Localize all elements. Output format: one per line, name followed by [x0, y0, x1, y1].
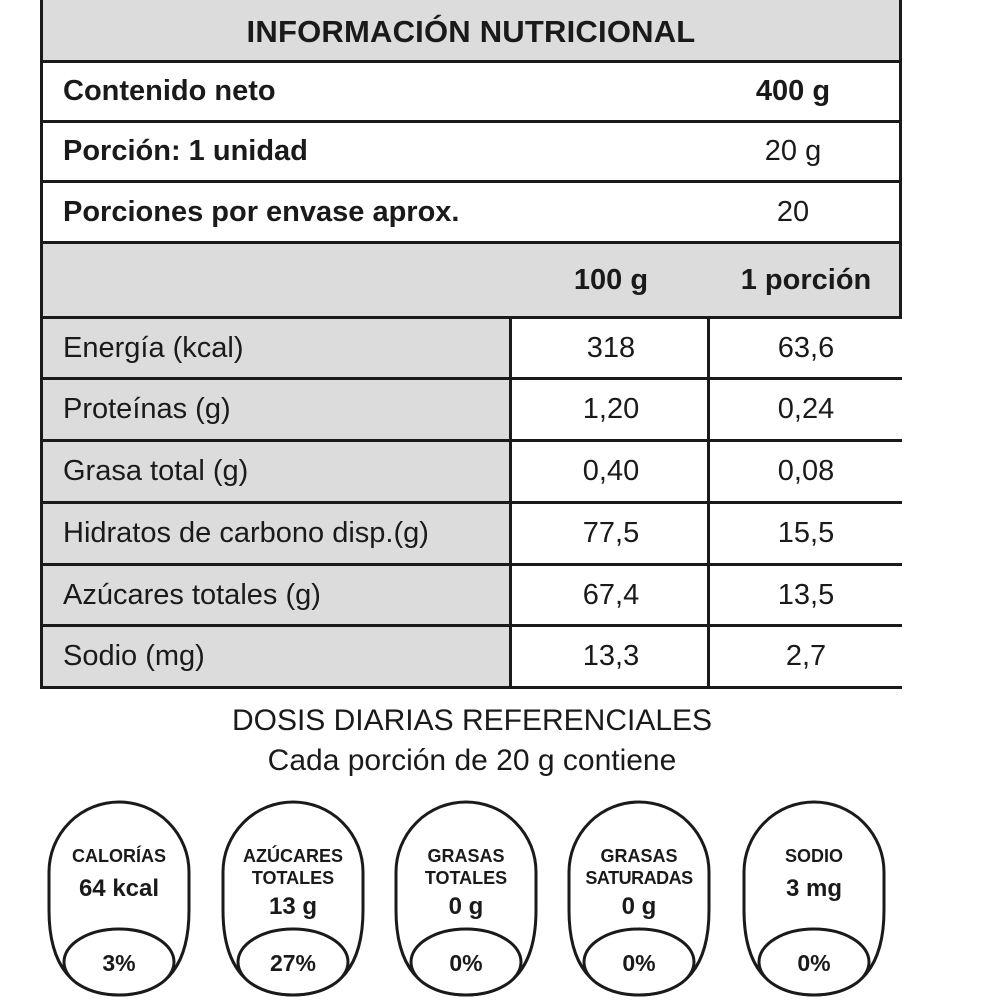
table-row: Hidratos de carbono disp.(g) 77,5 15,5: [43, 504, 902, 566]
badge-total-sugars: AZÚCARES TOTALES 13 g 27%: [220, 800, 366, 997]
nutrient-value-portion: 15,5: [710, 504, 902, 563]
badge-amount: 3 mg: [785, 875, 842, 902]
badge-amount: 64 kcal: [78, 875, 160, 902]
table-row: Proteínas (g) 1,20 0,24: [43, 380, 902, 442]
badge-label: TOTALES: [424, 868, 508, 888]
badge-percent: 27%: [269, 950, 317, 976]
info-label: Porciones por envase aprox.: [63, 195, 460, 228]
info-label: Porción: 1 unidad: [63, 135, 308, 167]
badge-label: AZÚCARES: [242, 846, 343, 866]
badge-label: SATURADAS: [585, 868, 693, 888]
badge-amount: 13 g: [268, 893, 318, 920]
nutrient-value-100g: 1,20: [515, 380, 710, 439]
daily-reference-title: DOSIS DIARIAS REFERENCIALES: [231, 704, 713, 737]
badge-sodium: SODIO 3 mg 0%: [741, 800, 887, 997]
nutrient-value-100g: 318: [515, 319, 710, 377]
info-row-net-content: Contenido neto 400 g: [43, 63, 899, 123]
nutrient-label: Grasa total (g): [43, 442, 512, 501]
badge-percent: 0%: [449, 950, 483, 976]
info-label: Contenido neto: [63, 75, 276, 107]
nutrient-value-portion: 2,7: [710, 627, 902, 686]
badge-total-fats: GRASAS TOTALES 0 g 0%: [393, 800, 539, 997]
badge-saturated-fats: GRASAS SATURADAS 0 g 0%: [566, 800, 712, 997]
table-row: Sodio (mg) 13,3 2,7: [43, 627, 902, 686]
table-title: INFORMACIÓN NUTRICIONAL: [246, 13, 696, 49]
nutrient-value-portion: 13,5: [710, 566, 902, 624]
table-title-row: INFORMACIÓN NUTRICIONAL: [43, 0, 899, 63]
nutrient-value-100g: 0,40: [515, 442, 710, 501]
badge-calories: CALORÍAS 64 kcal 3%: [46, 800, 192, 997]
column-header-portion: 1 porción: [740, 263, 872, 296]
nutrient-label: Energía (kcal): [43, 319, 512, 377]
nutrient-label: Hidratos de carbono disp.(g): [43, 504, 512, 563]
badge-label: GRASAS: [427, 846, 505, 866]
nutrition-facts-table: INFORMACIÓN NUTRICIONAL Contenido neto 4…: [40, 0, 902, 689]
nutrient-value-portion: 63,6: [710, 319, 902, 377]
nutrient-label: Proteínas (g): [43, 380, 512, 439]
badge-outline-icon: [567, 800, 711, 997]
badge-percent: 0%: [622, 950, 656, 976]
info-row-portions-per-package: Porciones por envase aprox. 20: [43, 183, 899, 244]
table-row: Energía (kcal) 318 63,6: [43, 319, 902, 380]
badge-outline-icon: [47, 800, 191, 997]
daily-reference-subtitle: Cada porción de 20 g contiene: [267, 744, 677, 777]
info-value: 20 g: [764, 135, 822, 167]
nutrient-value-portion: 0,24: [710, 380, 902, 439]
nutrient-label: Azúcares totales (g): [43, 566, 512, 624]
badge-outline-icon: [742, 800, 886, 997]
badge-outline-icon: [394, 800, 538, 997]
badge-label: GRASAS: [600, 846, 678, 866]
column-header-100g: 100 g: [573, 263, 649, 296]
badge-label: TOTALES: [251, 868, 335, 888]
table-row: Grasa total (g) 0,40 0,08: [43, 442, 902, 504]
badge-outline-icon: [221, 800, 365, 997]
badge-label: SODIO: [784, 846, 843, 866]
info-value: 400 g: [755, 75, 831, 107]
badge-label: CALORÍAS: [72, 846, 166, 866]
nutrient-value-portion: 0,08: [710, 442, 902, 501]
table-row: Azúcares totales (g) 67,4 13,5: [43, 566, 902, 627]
badge-percent: 3%: [102, 950, 136, 976]
nutrient-value-100g: 77,5: [515, 504, 710, 563]
badge-amount: 0 g: [621, 893, 657, 920]
nutrient-value-100g: 13,3: [515, 627, 710, 686]
nutrient-value-100g: 67,4: [515, 566, 710, 624]
nutrient-label: Sodio (mg): [43, 627, 512, 686]
badge-amount: 0 g: [448, 893, 484, 920]
info-row-portion: Porción: 1 unidad 20 g: [43, 123, 899, 183]
badge-percent: 0%: [797, 950, 831, 976]
column-header-row: 100 g 1 porción: [43, 244, 899, 319]
info-value: 20: [776, 195, 810, 228]
